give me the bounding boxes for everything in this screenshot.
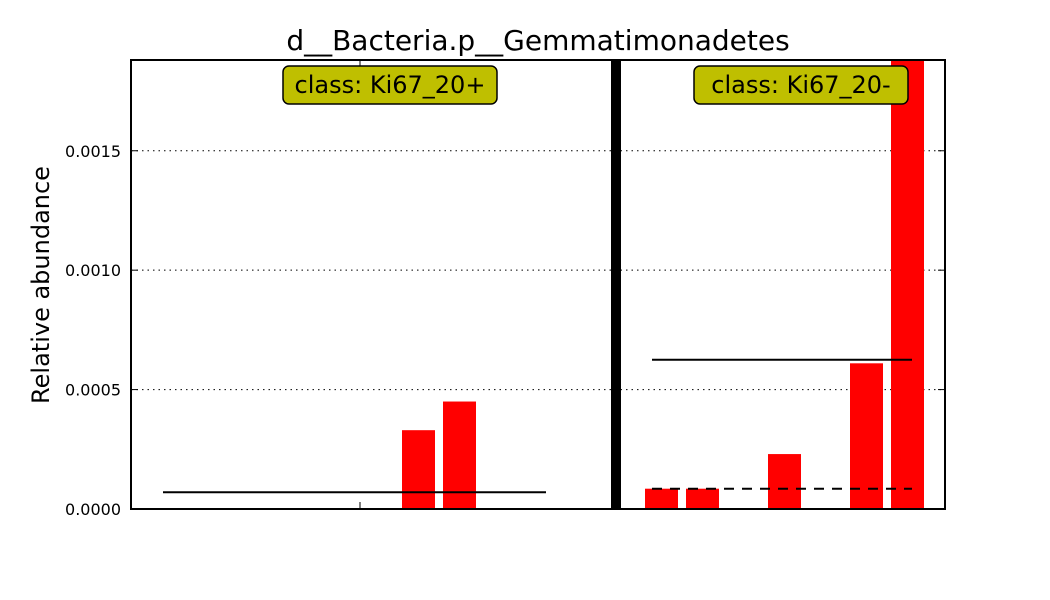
y-tick-label: 0.0015: [65, 142, 121, 161]
bar: [686, 488, 719, 509]
class-label-box: class: Ki67_20-: [693, 65, 909, 105]
bar: [768, 454, 801, 509]
bar: [402, 430, 435, 509]
chart-title: d__Bacteria.p__Gemmatimonadetes: [286, 24, 789, 57]
y-axis-ticks: 0.0000 0.0005 0.0010 0.0015: [65, 60, 945, 519]
class-label-text: class: Ki67_20+: [295, 71, 486, 99]
grid-lines: [131, 150, 945, 391]
class-label-text: class: Ki67_20-: [711, 71, 890, 99]
class-label-background: [693, 65, 909, 105]
y-axis-label: Relative abundance: [27, 166, 55, 404]
class-separator: [611, 60, 621, 509]
class-labels: class: Ki67_20+ class: Ki67_20-: [282, 65, 909, 105]
bars: [402, 60, 924, 509]
summary-lines: [163, 358, 912, 494]
class-label-box: class: Ki67_20+: [282, 65, 498, 105]
bar: [645, 488, 678, 509]
y-tick-label: 0.0000: [65, 500, 121, 519]
bar: [850, 363, 883, 509]
plot-frame: [130, 59, 946, 510]
y-tick-label: 0.0005: [65, 381, 121, 400]
class-label-background: [282, 65, 498, 105]
bar: [443, 401, 476, 509]
y-tick-label: 0.0010: [65, 261, 121, 280]
bar: [891, 60, 924, 509]
